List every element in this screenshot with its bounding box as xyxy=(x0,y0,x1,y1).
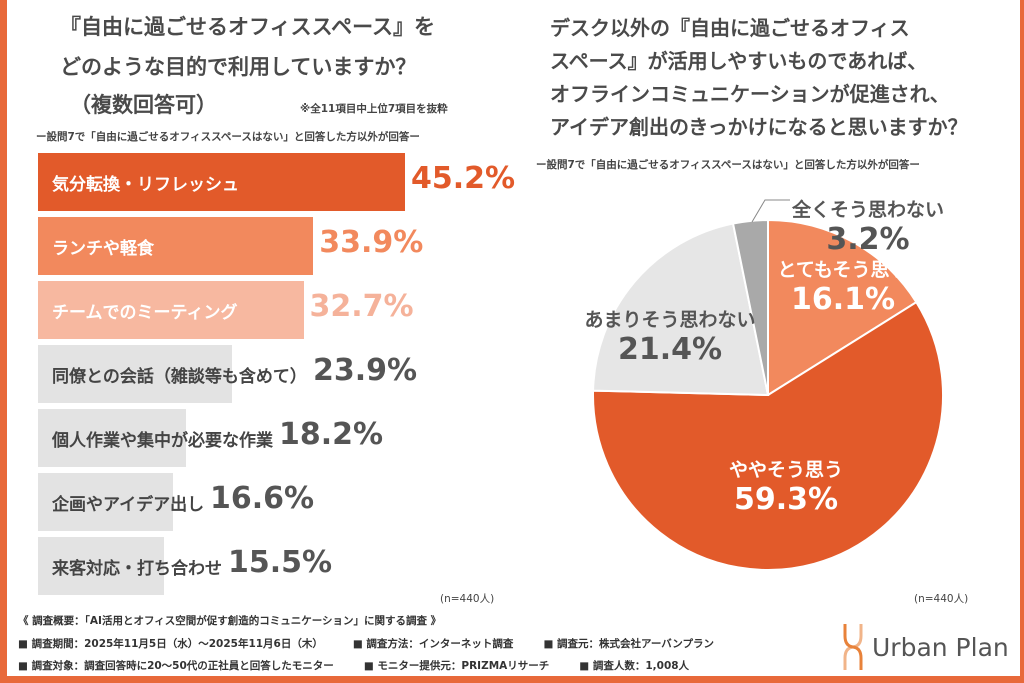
bar-value-label: 45.2% xyxy=(411,161,516,196)
bar-category-label: チームでのミーティング xyxy=(52,303,238,323)
bar-category-label: 企画やアイデア出し xyxy=(52,495,205,515)
right-title-3: オフラインコミュニケーションが促進され、 xyxy=(550,82,950,106)
bar-value-label: 23.9% xyxy=(313,353,418,388)
bar-value-label: 32.7% xyxy=(309,289,414,324)
pie-slice xyxy=(731,218,769,396)
left-title-1: 『自由に過ごせるオフィススペース』を xyxy=(60,15,436,39)
footer-row-1: ■ 調査期間：2025年11月5日（水）～2025年11月6日（木） ■ 調査方法… xyxy=(18,636,744,651)
left-n-label: (n=440人) xyxy=(440,593,495,605)
frame-left xyxy=(0,0,7,683)
bar xyxy=(38,281,304,339)
pie-value-label: 3.2% xyxy=(826,222,910,257)
footer-row-2: ■ 調査対象：調査回答時に20～50代の正社員と回答したモニター ■ モニター提供… xyxy=(18,658,719,673)
footer-period: ■ 調査期間：2025年11月5日（水）～2025年11月6日（木） xyxy=(18,638,323,650)
pie-value-label: 21.4% xyxy=(617,332,723,367)
right-title-2: スペース』が活用しやすいものであれば、 xyxy=(550,49,928,73)
bar xyxy=(38,537,164,595)
bar xyxy=(38,153,406,211)
bar-category-label: 気分転換・リフレッシュ xyxy=(52,175,239,195)
right-subtitle: ー設問7で「自由に過ごせるオフィススペースはない」と回答した方以外が回答ー xyxy=(536,159,920,171)
frame-right xyxy=(1020,0,1024,683)
footer-heading: 《 調査概要：「AI活用とオフィス空間が促す創造的コミュニケーション」に関する調… xyxy=(18,615,442,627)
left-note: ※全11項目中上位7項目を抜粋 xyxy=(300,103,448,115)
bar xyxy=(38,345,233,403)
bar-value-label: 15.5% xyxy=(228,545,333,580)
footer-count: ■ 調査人数：1,008人 xyxy=(579,660,690,672)
pie-category-label: ややそう思う xyxy=(728,459,844,481)
bar-category-label: 同僚との会話（雑談等も含めて） xyxy=(52,367,307,387)
frame-bottom xyxy=(0,676,1024,683)
pie-value-label: 59.3% xyxy=(733,482,839,517)
pie-label: あまりそう思わない 21.4% xyxy=(584,305,755,367)
left-title-3: （複数回答可） xyxy=(70,93,217,117)
left-title-2: どのような目的で利用していますか？ xyxy=(60,55,417,79)
footer-source: ■ 調査元：株式会社アーバンプラン xyxy=(543,638,714,650)
pie-label: 全くそう思わない 3.2% xyxy=(792,195,944,257)
bar-value-label: 16.6% xyxy=(210,481,315,516)
pie-label: ややそう思う 59.3% xyxy=(729,455,843,517)
pie-category-label: とてもそう思う xyxy=(777,259,909,281)
bar xyxy=(38,217,314,275)
logo-mark-icon xyxy=(843,624,863,670)
bar xyxy=(38,409,186,467)
pie-slice xyxy=(592,300,944,571)
bar-value-label: 18.2% xyxy=(279,417,384,452)
pie-slice xyxy=(767,218,918,397)
footer-target: ■ 調査対象：調査回答時に20～50代の正社員と回答したモニター xyxy=(18,660,334,672)
bar-category-label: ランチや軽食 xyxy=(52,239,154,259)
right-n-label: (n=440人) xyxy=(914,593,969,605)
logo-text: Urban Plan xyxy=(872,632,1009,662)
urban-plan-logo: Urban Plan xyxy=(842,622,1009,672)
footer-method: ■ 調査方法：インターネット調査 xyxy=(352,638,514,650)
pie-category-label: あまりそう思わない xyxy=(584,309,756,331)
pie-slice xyxy=(592,222,770,397)
footer-provider: ■ モニター提供元：PRIZMAリサーチ xyxy=(363,660,550,672)
bar xyxy=(38,473,173,531)
pie-value-label: 16.1% xyxy=(790,282,896,317)
left-subtitle: ー設問7で「自由に過ごせるオフィススペースはない」と回答した方以外が回答ー xyxy=(36,131,420,143)
right-title-4: アイデア創出のきっかけになると思いますか？ xyxy=(550,115,968,139)
right-title-1: デスク以外の『自由に過ごせるオフィス xyxy=(550,16,910,40)
pie-label: とてもそう思う 16.1% xyxy=(777,255,908,317)
bar-category-label: 個人作業や集中が必要な作業 xyxy=(52,431,273,451)
pie-category-label: 全くそう思わない xyxy=(791,199,945,221)
bar-category-label: 来客対応・打ち合わせ xyxy=(52,559,222,579)
bar-value-label: 33.9% xyxy=(319,225,424,260)
leader-line xyxy=(751,199,790,223)
